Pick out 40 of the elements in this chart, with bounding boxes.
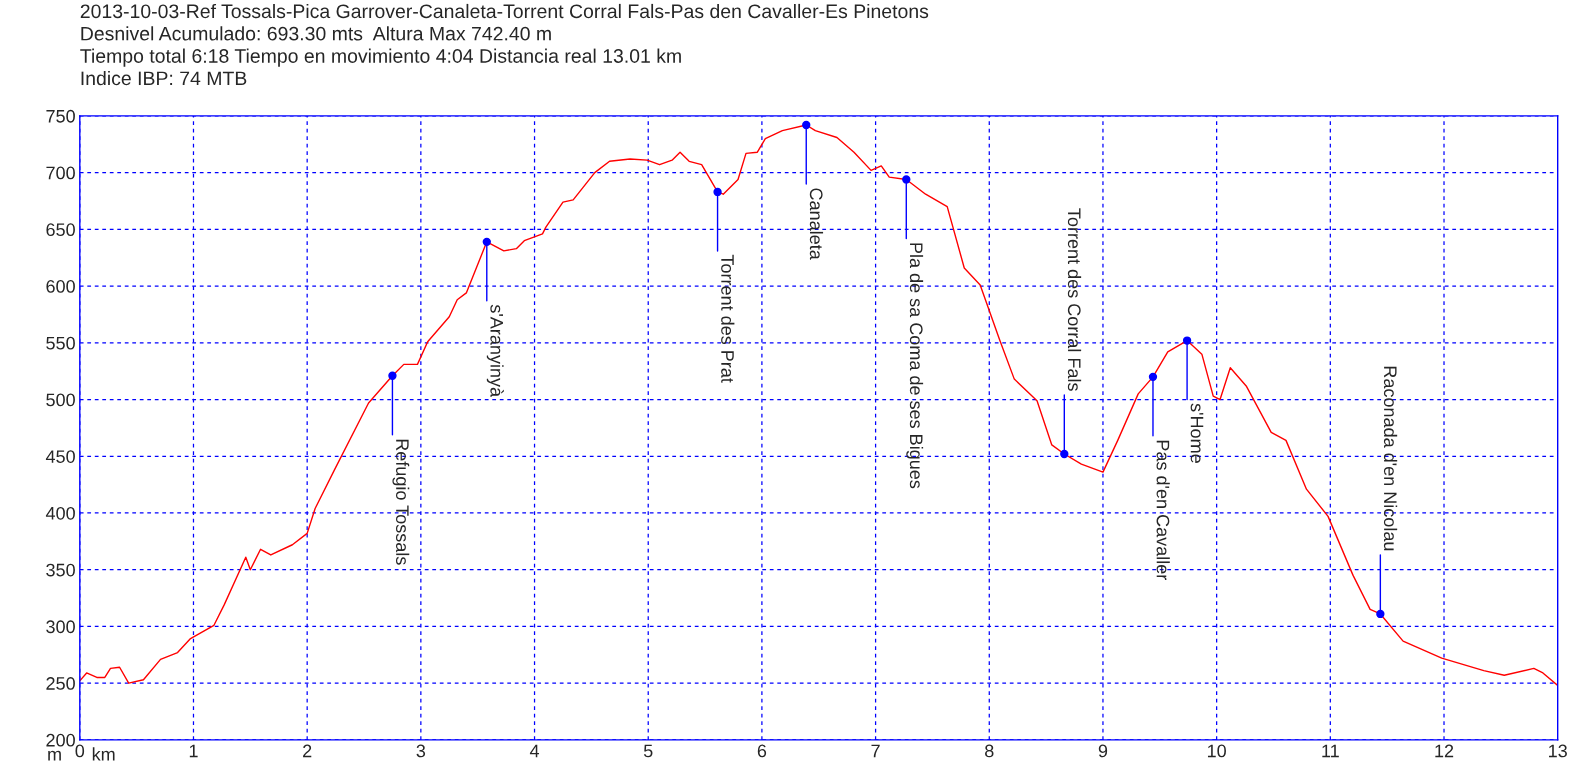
x-tick-label: 13	[1549, 744, 1567, 758]
annotation: Raconada d'en Nicolau	[1383, 366, 1398, 551]
y-tick-label: 600	[46, 280, 75, 293]
chart-subtitle: Desnivel Acumulado: 693.30 mts Altura Max 742.40 m Tiempo total 6:18 Tiempo en movimiento 4:04 Distancia real 13.01 km	[80, 26, 681, 67]
x-tick-label: 6	[757, 744, 767, 758]
text: Indice IBP: 74 MTB	[81, 70, 247, 86]
y-tick-label: 700	[46, 166, 75, 180]
annotation: Torrent des Prat	[721, 254, 735, 383]
y-tick-label: 350	[46, 563, 75, 577]
y-tick-label: 650	[46, 223, 75, 237]
annotation: Pla de sa Coma de ses Bigues	[906, 243, 924, 489]
x-tick-label: 2	[303, 744, 312, 758]
x-tick-label: 10	[1207, 744, 1226, 758]
y-tick-label: 750	[46, 109, 75, 123]
y-tick-label: 200	[46, 733, 75, 747]
y-tick-label: 250	[46, 677, 75, 690]
annotation: s'Home	[1190, 403, 1204, 463]
x-tick-label: 4	[529, 744, 540, 758]
y-tick-label: 500	[46, 393, 75, 407]
x-tick-label: 7	[871, 744, 880, 758]
y-tick-label: 400	[45, 506, 75, 520]
annotation: s'Aranyinyà	[486, 304, 504, 398]
x-tick-label: 12	[1435, 744, 1454, 758]
y-tick-label: 450	[45, 450, 75, 463]
y-tick-label: 550	[46, 336, 75, 350]
x-axis-title: km	[92, 747, 115, 761]
x-tick-label: 11	[1322, 744, 1339, 758]
annotation: Pas d'en Cavaller	[1156, 440, 1170, 580]
annotation: Refugio Tossals	[392, 439, 410, 565]
x-tick-label: 9	[1098, 744, 1108, 758]
y-tick-label: 300	[46, 620, 75, 634]
x-tick-label: 3	[416, 744, 426, 758]
annotation: Canaleta	[809, 188, 824, 260]
x-tick-label: 5	[643, 744, 653, 758]
x-tick-label: 0	[75, 744, 85, 758]
x-tick-label: 8	[985, 744, 994, 758]
annotation: Torrent des Corral Fals	[1067, 208, 1082, 391]
chart-title: 2013-10-03-Ref Tossals-Pica Garrover-Canaleta-Torrent Corral Fals-Pas den Cavaller-Es Pinetons	[80, 3, 929, 19]
y-axis-title: m	[48, 750, 61, 761]
x-tick-label: 1	[189, 744, 198, 758]
